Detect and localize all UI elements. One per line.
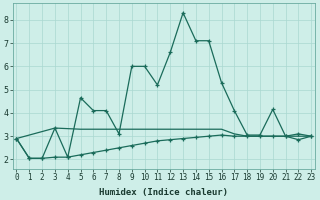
X-axis label: Humidex (Indice chaleur): Humidex (Indice chaleur) — [99, 188, 228, 197]
